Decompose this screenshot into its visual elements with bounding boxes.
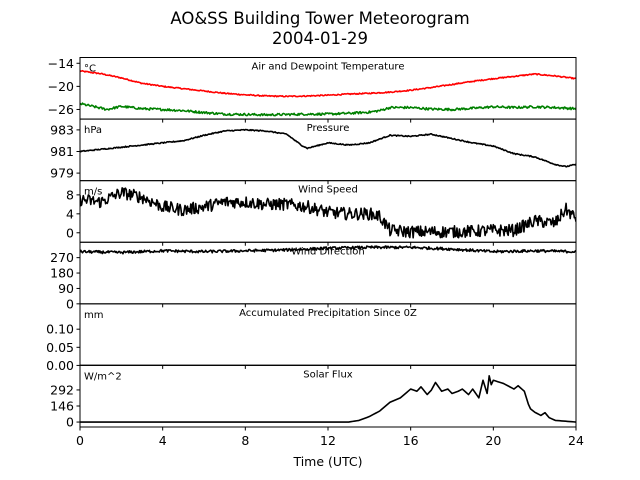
pressure-unit-label: hPa — [84, 125, 102, 136]
wind_speed-series-line-0 — [80, 187, 576, 239]
precip-y-tick-label: 0.10 — [46, 322, 74, 337]
panel-pressure: 983 981 979 hPa Pressure — [50, 118, 577, 185]
pressure-series-line-0 — [80, 128, 576, 168]
pressure-y-tick-label: 983 — [50, 122, 74, 137]
precip-y-tick-label: 0.00 — [46, 358, 74, 373]
solar-y-tick-label: 292 — [50, 382, 74, 397]
x-tick-label: 20 — [485, 433, 501, 448]
temp-y-tick-label: −14 — [48, 56, 74, 71]
x-tick-label: 8 — [241, 433, 249, 448]
wind_speed-lines — [80, 187, 576, 239]
temp-series-line-0 — [80, 69, 576, 98]
precip-y-tick-label: 0.05 — [46, 340, 74, 355]
x-tick-label: 4 — [159, 433, 167, 448]
wind_direction-y-tick-label: 270 — [50, 250, 74, 265]
solar-y-tick-label: 146 — [50, 398, 74, 413]
panel-wind_speed: 8 4 0 m/s Wind Speed — [66, 180, 577, 246]
wind_speed-y-tick-label: 4 — [66, 206, 74, 221]
panel-temp: −14 −20 −26 °C Air and Dewpoint Temperature — [48, 56, 577, 123]
temp-lines — [80, 69, 576, 117]
temp-y-tick-label: −26 — [48, 102, 74, 117]
solar-panel-title: Solar Flux — [303, 369, 353, 380]
x-tick-label: 16 — [403, 433, 419, 448]
x-axis-label: Time (UTC) — [292, 454, 362, 469]
wind_direction-y-tick-label: 180 — [50, 266, 74, 281]
wind_direction-y-tick-label: 0 — [66, 296, 74, 311]
pressure-y-tick-label: 979 — [50, 166, 74, 181]
wind_direction-lines — [80, 245, 576, 255]
precip-panel-title: Accumulated Precipitation Since 0Z — [239, 308, 417, 319]
wind_direction-series-line-0 — [80, 245, 576, 255]
temp-panel-title: Air and Dewpoint Temperature — [252, 62, 405, 73]
wind_direction-panel-title: Wind Direction — [291, 246, 365, 257]
chart-subtitle: 2004-01-29 — [272, 29, 368, 48]
wind_speed-y-tick-label: 8 — [66, 187, 74, 202]
panels: −14 −20 −26 °C Air and Dewpoint Temperature 9… — [46, 56, 584, 448]
panel-precip: 0.10 0.05 0.00 mm Accumulated Precipitation … — [46, 303, 577, 373]
pressure-lines — [80, 128, 576, 168]
wind_speed-y-tick-label: 0 — [66, 225, 74, 240]
wind_speed-panel-title: Wind Speed — [298, 185, 358, 196]
wind_speed-unit-label: m/s — [84, 187, 102, 198]
temp-series-line-1 — [80, 102, 576, 117]
x-tick-label: 0 — [76, 433, 84, 448]
pressure-panel-title: Pressure — [307, 123, 350, 134]
solar-y-tick-label: 0 — [66, 415, 74, 430]
precip-unit-label: mm — [84, 310, 103, 321]
x-tick-label: 24 — [568, 433, 584, 448]
solar-lines — [80, 375, 576, 423]
pressure-y-tick-label: 981 — [50, 144, 74, 159]
chart-title: AO&SS Building Tower Meteorogram — [170, 9, 469, 28]
temp-unit-label: °C — [84, 64, 96, 75]
solar-unit-label: W/m^2 — [84, 371, 122, 382]
x-tick-label: 12 — [320, 433, 336, 448]
temp-y-tick-label: −20 — [48, 79, 74, 94]
wind_direction-y-tick-label: 90 — [58, 281, 74, 296]
solar-series-line-0 — [80, 375, 576, 423]
